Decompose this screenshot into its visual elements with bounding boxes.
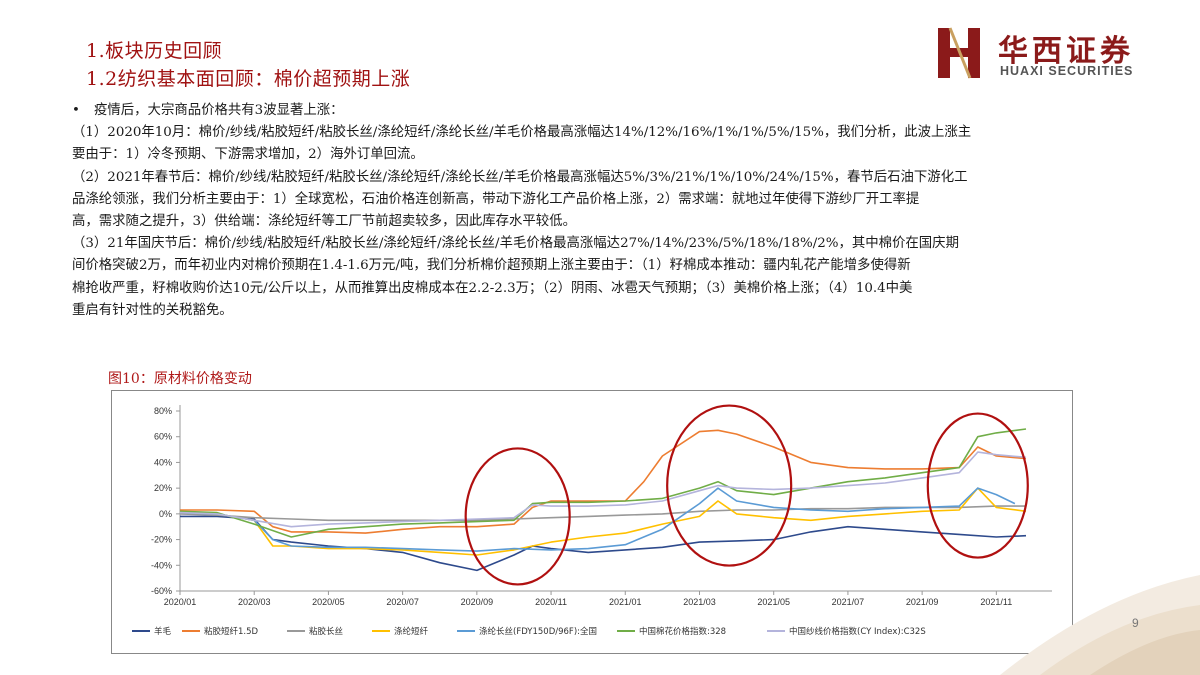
bullet-dot-icon: • bbox=[72, 103, 80, 118]
y-tick-label: 60% bbox=[154, 432, 172, 442]
legend-label-0: 羊毛 bbox=[154, 626, 172, 637]
legend-label-3: 涤纶短纤 bbox=[394, 626, 429, 637]
series-line-6 bbox=[179, 451, 1027, 528]
figure-title: 图10：原材料价格变动 bbox=[108, 371, 252, 387]
series-line-2 bbox=[179, 505, 1026, 522]
company-logo: 华西证券 HUAXI SECURITIES bbox=[930, 24, 1180, 84]
para2-line3: 高，需求随之提升，3）供给端：涤纶短纤等工厂节前超卖较多，因此库存水平较低。 bbox=[72, 214, 576, 230]
y-tick-label: -20% bbox=[151, 535, 172, 545]
highlight-circle-2 bbox=[926, 412, 1029, 559]
series-line-5 bbox=[179, 428, 1027, 538]
para3-line2: 间价格突破2万，而年初业内对棉价预期在1.4-1.6万元/吨，我们分析棉价超预期… bbox=[72, 258, 911, 274]
x-tick-label: 2021/05 bbox=[757, 597, 790, 607]
x-tick-label: 2020/03 bbox=[238, 597, 271, 607]
y-tick-label: 40% bbox=[154, 457, 172, 467]
legend-label-1: 粘胶短纤1.5D bbox=[204, 626, 259, 637]
subsection-title: 1.2纺织基本面回顾：棉价超预期上涨 bbox=[86, 68, 411, 90]
x-tick-label: 2020/01 bbox=[164, 597, 197, 607]
logo-name-en: HUAXI SECURITIES bbox=[1000, 64, 1134, 78]
x-tick-label: 2020/11 bbox=[535, 597, 567, 607]
decorative-waves bbox=[1000, 575, 1200, 675]
para2-line1: （2）2021年春节后：棉价/纱线/粘胶短纤/粘胶长丝/涤纶短纤/涤纶长丝/羊毛… bbox=[72, 169, 968, 185]
series-line-3 bbox=[179, 487, 1027, 556]
y-tick-label: -60% bbox=[151, 586, 172, 596]
huaxi-logo-icon bbox=[938, 27, 980, 79]
x-tick-label: 2021/03 bbox=[683, 597, 716, 607]
series-line-4 bbox=[179, 487, 1016, 552]
x-tick-label: 2021/07 bbox=[832, 597, 865, 607]
bullet-line: • 疫情后，大宗商品价格共有3波显著上涨： bbox=[72, 100, 1182, 122]
para3-line3: 棉抢收严重，籽棉收购价达10元/公斤以上，从而推算出皮棉成本在2.2-2.3万；… bbox=[72, 280, 913, 296]
series-line-0 bbox=[180, 515, 1027, 572]
para3-line1: （3）21年国庆节后：棉价/纱线/粘胶短纤/粘胶长丝/涤纶短纤/涤纶长丝/羊毛价… bbox=[72, 236, 959, 252]
y-tick-label: 80% bbox=[154, 406, 172, 416]
x-tick-label: 2021/11 bbox=[980, 597, 1012, 607]
x-tick-label: 2020/09 bbox=[461, 597, 494, 607]
para1-line2: 要由于：1）冷冬预期、下游需求增加，2）海外订单回流。 bbox=[72, 147, 424, 163]
y-tick-label: -40% bbox=[151, 560, 172, 570]
highlight-circle-0 bbox=[464, 447, 571, 586]
price-change-chart: 80% 60% 40% 20% 0% -20% -40% -60%2020/01 2020/03… bbox=[132, 404, 1052, 637]
legend-label-6: 中国纱线价格指数(CY Index):C32S bbox=[789, 626, 926, 637]
y-tick-label: 20% bbox=[154, 483, 172, 493]
section-title: 1.板块历史回顾 bbox=[86, 40, 223, 62]
legend-label-2: 粘胶长丝 bbox=[309, 626, 344, 637]
x-tick-label: 2020/07 bbox=[386, 597, 419, 607]
x-tick-label: 2021/01 bbox=[609, 597, 642, 607]
para3-line4: 重启有针对性的关税豁免。 bbox=[72, 302, 233, 318]
x-tick-label: 2021/09 bbox=[906, 597, 939, 607]
chart-frame: 80% 60% 40% 20% 0% -20% -40% -60% 2020/01 2020/03… bbox=[111, 390, 1073, 654]
para2-line2: 品涤纶领涨，我们分析主要由于：1）全球宽松，石油价格连创新高，带动下游化工产品价… bbox=[72, 191, 920, 207]
legend-label-5: 中国棉花价格指数:328 bbox=[639, 626, 726, 637]
bullet-text: 疫情后，大宗商品价格共有3波显著上涨： bbox=[94, 103, 344, 118]
x-tick-label: 2020/05 bbox=[312, 597, 345, 607]
y-tick-label: 0% bbox=[159, 509, 172, 519]
legend-label-4: 涤纶长丝(FDY150D/96F):全国 bbox=[479, 626, 597, 637]
para1-line1: （1）2020年10月：棉价/纱线/粘胶短纤/粘胶长丝/涤纶短纤/涤纶长丝/羊毛… bbox=[72, 125, 972, 141]
body-text: • 疫情后，大宗商品价格共有3波显著上涨： （1）2020年10月：棉价/纱线/粘… bbox=[72, 100, 1182, 322]
highlight-circle-1 bbox=[666, 404, 793, 567]
logo-name-cn: 华西证券 bbox=[998, 34, 1134, 69]
page-number: 9 bbox=[1132, 616, 1139, 630]
